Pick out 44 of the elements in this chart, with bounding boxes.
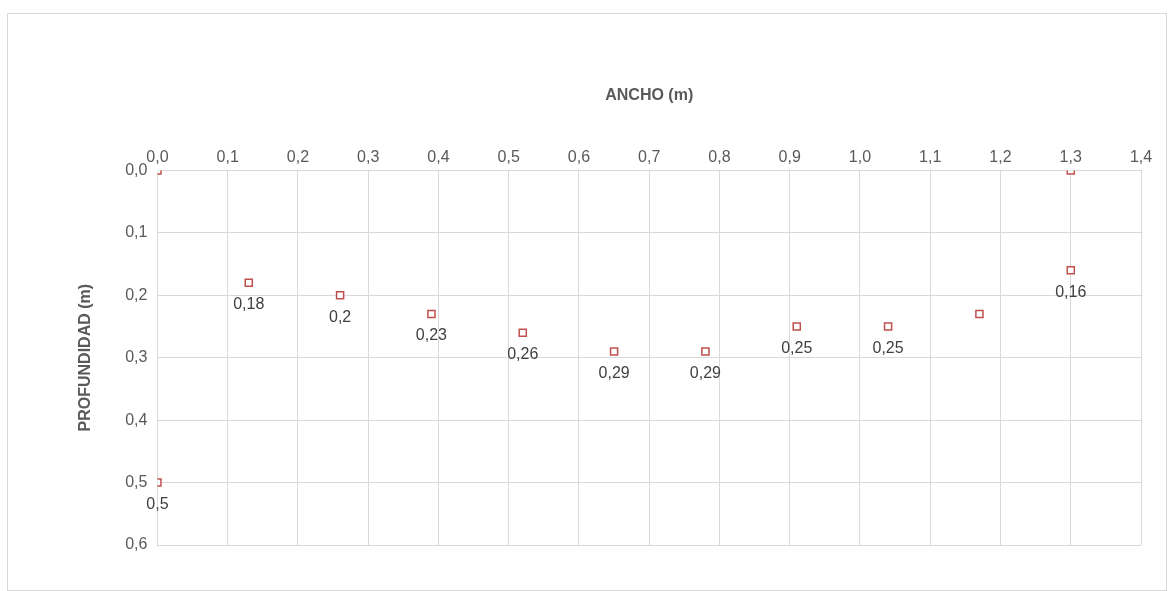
y-tick-label: 0,1: [125, 223, 148, 241]
data-label: 0,25: [872, 338, 904, 356]
x-tick-label: 1,4: [1129, 148, 1153, 166]
data-label: 0,2: [328, 307, 352, 325]
point: [427, 309, 436, 319]
data-label: 0,29: [689, 363, 722, 381]
x-tick-label: 0,3: [357, 148, 380, 166]
data-label: 0,29: [598, 363, 630, 381]
x-tick-label: 0,0: [146, 148, 169, 166]
data-label: 0,23: [415, 326, 448, 344]
point: [975, 309, 984, 319]
data-label: 0,25: [781, 338, 813, 356]
point: [518, 328, 528, 338]
y-tick-label: 0,5: [125, 472, 148, 490]
point: [883, 322, 893, 331]
point: [335, 290, 345, 300]
y-axis-title: PROFUNDIDAD (m): [76, 283, 94, 432]
point: [244, 278, 254, 288]
x-tick-label: 0,9: [778, 148, 801, 166]
y-tick-label: 0,2: [125, 285, 148, 303]
data-label: 0,26: [507, 345, 539, 363]
y-tick-label: 0,6: [125, 535, 148, 553]
y-tick-label: 0,3: [125, 348, 148, 366]
x-tick-label: 1,2: [989, 148, 1012, 166]
y-tick-label: 0,0: [125, 160, 148, 178]
x-tick-label: 0,6: [567, 148, 591, 166]
data-label: 0,5: [146, 494, 169, 512]
data-label: 0,18: [233, 295, 265, 313]
point: [701, 347, 710, 356]
point: [609, 347, 619, 356]
x-axis-title: ANCHO (m): [605, 86, 694, 104]
point: [1066, 266, 1076, 275]
x-tick-label: 0,8: [708, 148, 731, 166]
data-label: 0,16: [1055, 282, 1087, 300]
x-tick-label: 0,7: [638, 148, 661, 166]
x-tick-label: 0,2: [286, 148, 310, 166]
x-tick-label: 1,0: [848, 148, 872, 166]
x-tick-label: 0,1: [216, 148, 239, 166]
x-tick-label: 0,5: [497, 148, 520, 166]
x-tick-label: 1,3: [1059, 148, 1082, 166]
y-tick-label: 0,4: [125, 410, 148, 428]
x-tick-label: 1,1: [919, 148, 942, 166]
point: [792, 322, 802, 331]
x-tick-label: 0,4: [427, 148, 450, 166]
